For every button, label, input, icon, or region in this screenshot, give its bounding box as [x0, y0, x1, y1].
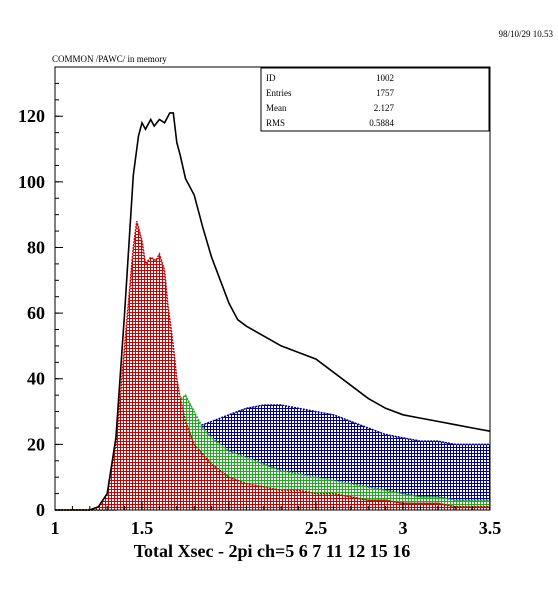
x-axis-label: Total Xsec - 2pi ch=5 6 7 11 12 15 16 — [134, 541, 411, 561]
stats-label-mean: Mean — [266, 103, 287, 113]
stats-value-mean: 2.127 — [374, 103, 395, 113]
x-tick-label: 1 — [51, 518, 60, 538]
stats-value-rms: 0.5884 — [369, 118, 394, 128]
stats-label-id: ID — [266, 73, 276, 83]
series-black-line — [55, 112, 491, 511]
y-tick-label: 40 — [27, 369, 45, 389]
tick-layer: 1 1.5 2 2.5 3 3.5 0 20 40 60 80 100 120 — [18, 82, 502, 538]
memory-label: COMMON /PAWC/ in memory — [52, 54, 167, 64]
y-tick-label: 120 — [18, 106, 45, 126]
stats-label-rms: RMS — [266, 118, 285, 128]
x-tick-label: 2 — [225, 518, 234, 538]
stats-value-entries: 1757 — [376, 88, 395, 98]
series-layer — [55, 112, 491, 511]
x-tick-label: 3 — [399, 518, 408, 538]
y-tick-label: 100 — [18, 172, 45, 192]
stats-box: ID 1002 Entries 1757 Mean 2.127 RMS 0.58… — [260, 67, 490, 132]
x-tick-label: 1.5 — [131, 518, 154, 538]
stats-value-id: 1002 — [376, 73, 394, 83]
plot-area — [54, 66, 491, 511]
y-tick-label: 20 — [27, 434, 45, 454]
datetime-label: 98/10/29 10.53 — [498, 29, 553, 39]
y-tick-label: 80 — [27, 237, 45, 257]
y-tick-label: 60 — [27, 303, 45, 323]
x-tick-label: 2.5 — [305, 518, 328, 538]
series-red-area-outline — [55, 221, 490, 511]
stats-label-entries: Entries — [266, 88, 292, 98]
series-red-area-fill — [55, 221, 490, 510]
y-tick-label: 0 — [36, 500, 45, 520]
x-tick-label: 3.5 — [479, 518, 502, 538]
